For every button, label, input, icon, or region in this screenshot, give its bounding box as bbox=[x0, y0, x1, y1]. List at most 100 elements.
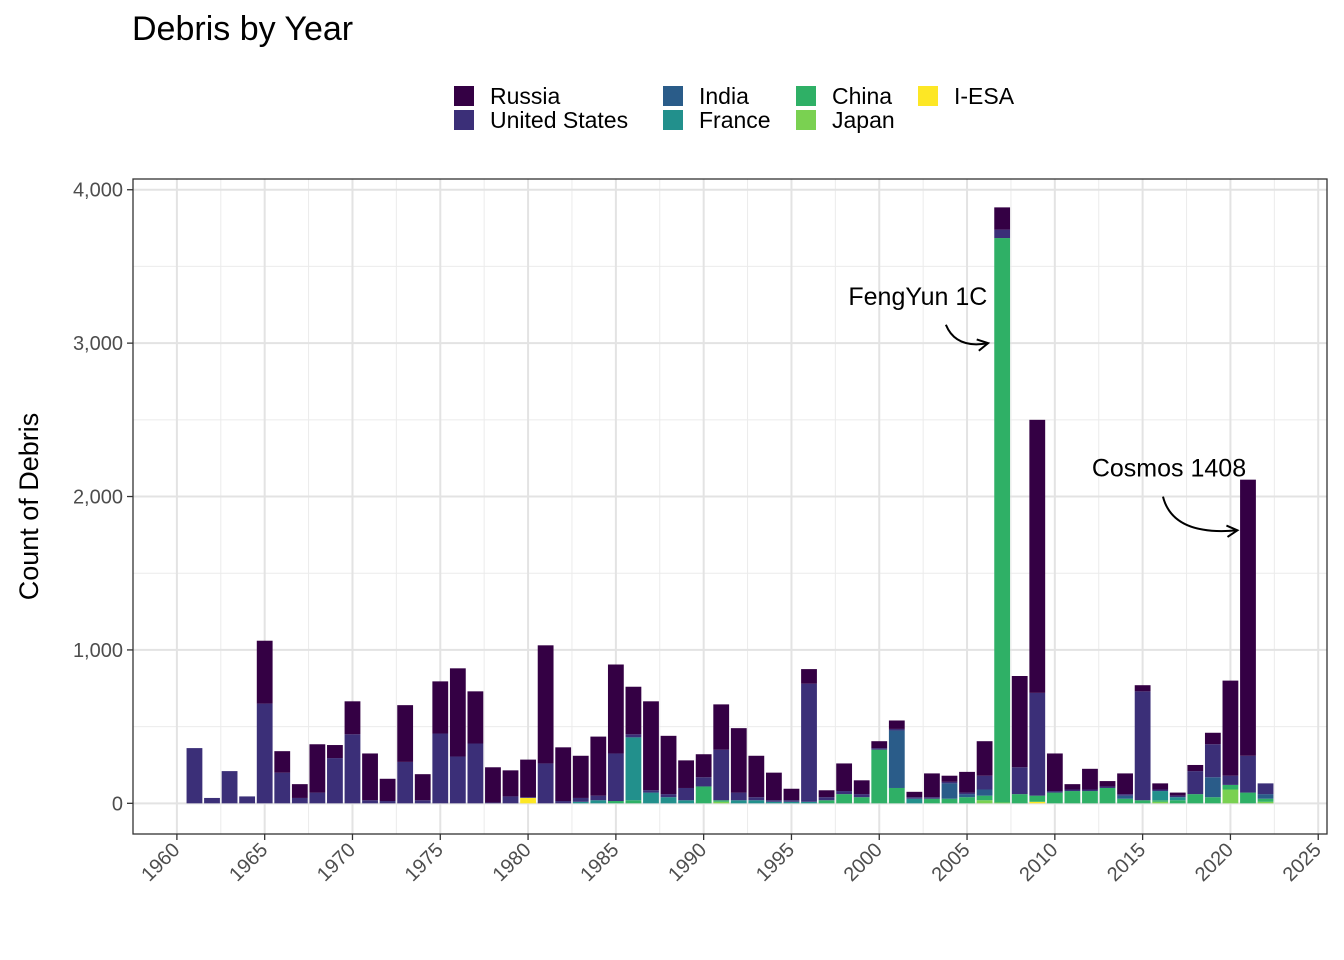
bar-segment-united-states-1984 bbox=[590, 795, 607, 801]
bar-segment-russia-1980 bbox=[520, 759, 536, 798]
bar-segment-united-states-1975 bbox=[432, 733, 449, 804]
legend-label: Russia bbox=[490, 83, 561, 109]
bar-segment-france-1996 bbox=[801, 801, 817, 804]
bar-segment-russia-1984 bbox=[590, 736, 607, 796]
bar-segment-russia-2008 bbox=[1011, 676, 1028, 768]
bar-segment-russia-1995 bbox=[783, 788, 800, 801]
y-tick-label: 3,000 bbox=[73, 333, 123, 355]
bar-segment-japan-2022 bbox=[1257, 801, 1274, 804]
bar-segment-japan-2007 bbox=[994, 802, 1011, 804]
bar-segment-france-1994 bbox=[765, 801, 782, 804]
bar-segment-russia-1967 bbox=[291, 784, 308, 798]
bar-segment-france-1989 bbox=[678, 800, 695, 804]
bar-segment-india-2014 bbox=[1117, 795, 1133, 799]
bar-segment-russia-2002 bbox=[906, 791, 923, 798]
bar-segment-united-states-2014 bbox=[1117, 794, 1133, 796]
x-tick-label: 2000 bbox=[840, 839, 887, 886]
bar-segment-china-2018 bbox=[1187, 794, 1204, 804]
bar-segment-china-2001 bbox=[888, 787, 905, 804]
bar-segment-russia-1992 bbox=[730, 728, 747, 793]
bar-segment-china-2012 bbox=[1082, 791, 1098, 804]
bar-segment-united-states-2008 bbox=[1011, 767, 1028, 795]
bar-segment-united-states-1992 bbox=[730, 792, 747, 801]
x-tick-label: 1965 bbox=[225, 839, 272, 886]
bar-segment-russia-2015 bbox=[1134, 685, 1151, 692]
bar-segment-russia-2013 bbox=[1099, 781, 1116, 787]
legend-key bbox=[796, 110, 816, 130]
bar-segment-russia-1983 bbox=[572, 755, 589, 798]
legend-label: India bbox=[699, 83, 749, 109]
bar-segment-russia-1998 bbox=[836, 763, 853, 792]
bar-segment-china-2013 bbox=[1099, 787, 1116, 804]
bar-segment-china-1998 bbox=[836, 794, 853, 804]
bar-segment-united-states-1980 bbox=[520, 797, 536, 798]
bar-segment-russia-2016 bbox=[1152, 783, 1169, 790]
bar-segment-russia-2000 bbox=[871, 741, 888, 749]
bar-segment-russia-1994 bbox=[765, 772, 782, 801]
bar-segment-russia-1970 bbox=[344, 701, 361, 735]
bar-segment-united-states-1970 bbox=[344, 734, 361, 804]
bar-segment-russia-1974 bbox=[414, 774, 431, 801]
bar-segment-united-states-1969 bbox=[327, 758, 343, 804]
x-tick-label: 1970 bbox=[313, 839, 360, 886]
annotation-arrowhead bbox=[1226, 524, 1240, 538]
plot-panel bbox=[133, 179, 1327, 834]
bar-segment-russia-1993 bbox=[748, 755, 765, 798]
bar-segment-china-1999 bbox=[853, 797, 870, 804]
bar-segment-france-2016 bbox=[1152, 791, 1169, 801]
bar-segment-france-1988 bbox=[660, 797, 677, 804]
annotation-label: Cosmos 1408 bbox=[1092, 455, 1246, 483]
bar-segment-united-states-1972 bbox=[379, 801, 396, 804]
legend-item-china: China bbox=[796, 84, 892, 108]
legend-item-russia: Russia bbox=[454, 84, 560, 108]
x-tick-label: 1985 bbox=[576, 839, 623, 886]
legend-label: United States bbox=[490, 107, 629, 133]
bar-segment-china-2008 bbox=[1011, 794, 1028, 804]
bar-segment-russia-2014 bbox=[1117, 773, 1133, 795]
bar-segment-russia-1996 bbox=[801, 669, 817, 684]
bar-segment-united-states-1971 bbox=[362, 800, 378, 804]
grid-lines bbox=[133, 179, 1327, 834]
bar-segment-united-states-1961 bbox=[186, 748, 203, 804]
bar-segment-russia-1972 bbox=[379, 778, 396, 802]
x-tick-label: 2020 bbox=[1191, 839, 1238, 886]
bar-segment-i-esa-2009 bbox=[1029, 801, 1046, 804]
x-tick-label: 2025 bbox=[1279, 839, 1326, 886]
bar-segment-united-states-2021 bbox=[1240, 755, 1256, 793]
plot-border bbox=[132, 178, 1328, 835]
bar-segment-russia-1977 bbox=[467, 691, 484, 744]
bar-segment-china-2004 bbox=[941, 798, 958, 804]
annotation: Cosmos 1408 bbox=[1092, 455, 1246, 538]
bar-segment-united-states-1965 bbox=[256, 703, 273, 804]
bar-segment-france-1995 bbox=[783, 801, 800, 804]
bar-segment-united-states-1964 bbox=[239, 796, 256, 804]
bar-segment-china-2017 bbox=[1169, 800, 1186, 804]
bar-segment-united-states-1996 bbox=[801, 683, 817, 802]
x-tick-label: 1980 bbox=[489, 839, 536, 886]
bar-segment-china-2021 bbox=[1240, 792, 1256, 804]
bar-segment-united-states-1988 bbox=[660, 794, 677, 798]
bar-segment-united-states-1981 bbox=[537, 763, 554, 804]
y-tick-label: 2,000 bbox=[73, 487, 123, 509]
bar-segment-russia-1971 bbox=[362, 753, 378, 801]
bar-segment-china-1991 bbox=[713, 800, 730, 802]
annotation-arrowhead bbox=[976, 338, 991, 352]
bar-segment-united-states-2003 bbox=[924, 797, 940, 799]
bar-segment-united-states-2005 bbox=[959, 792, 975, 795]
bar-segment-russia-1990 bbox=[695, 754, 712, 778]
bar-segment-russia-1978 bbox=[485, 767, 501, 803]
bar-segment-india-2001 bbox=[888, 730, 905, 788]
legend-key bbox=[663, 86, 683, 106]
bar-segment-united-states-1976 bbox=[449, 756, 466, 804]
legend: Russia United States India France China Japan… bbox=[454, 84, 1054, 136]
bar-segment-russia-2003 bbox=[924, 773, 940, 798]
y-axis-title: Count of Debris bbox=[14, 413, 44, 601]
bar-segment-japan-2006 bbox=[976, 800, 993, 804]
bar-segment-united-states-1979 bbox=[502, 796, 519, 804]
bar-segment-france-2002 bbox=[906, 798, 923, 804]
bar-segment-russia-1968 bbox=[309, 744, 326, 793]
x-tick-label: 1975 bbox=[401, 839, 448, 886]
bar-segment-france-1993 bbox=[748, 800, 765, 804]
bar-segment-russia-1991 bbox=[713, 704, 730, 750]
